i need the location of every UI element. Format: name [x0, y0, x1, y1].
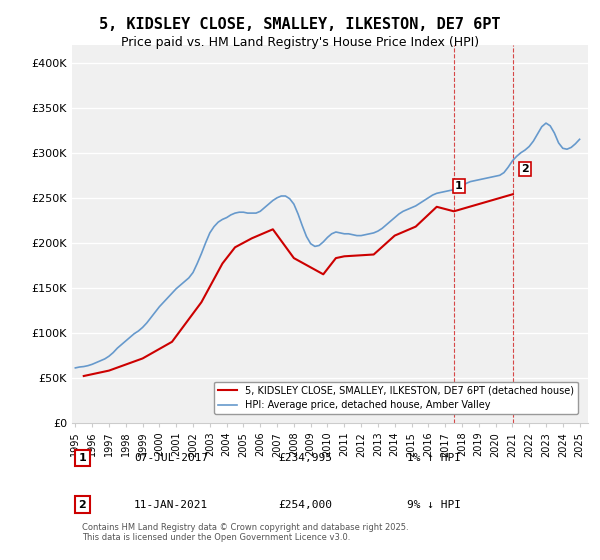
Legend: 5, KIDSLEY CLOSE, SMALLEY, ILKESTON, DE7 6PT (detached house), HPI: Average pric: 5, KIDSLEY CLOSE, SMALLEY, ILKESTON, DE7…	[214, 381, 578, 414]
Text: 2: 2	[521, 164, 529, 174]
Text: Price paid vs. HM Land Registry's House Price Index (HPI): Price paid vs. HM Land Registry's House …	[121, 36, 479, 49]
Text: 07-JUL-2017: 07-JUL-2017	[134, 453, 208, 463]
Text: £254,000: £254,000	[278, 500, 332, 510]
Text: 5, KIDSLEY CLOSE, SMALLEY, ILKESTON, DE7 6PT: 5, KIDSLEY CLOSE, SMALLEY, ILKESTON, DE7…	[99, 17, 501, 32]
Text: £234,995: £234,995	[278, 453, 332, 463]
Text: 9% ↓ HPI: 9% ↓ HPI	[407, 500, 461, 510]
Text: 1% ↑ HPI: 1% ↑ HPI	[407, 453, 461, 463]
Text: 1: 1	[79, 453, 86, 463]
Text: 11-JAN-2021: 11-JAN-2021	[134, 500, 208, 510]
Text: Contains HM Land Registry data © Crown copyright and database right 2025.
This d: Contains HM Land Registry data © Crown c…	[82, 523, 409, 543]
Text: 1: 1	[455, 181, 463, 191]
Text: 2: 2	[79, 500, 86, 510]
